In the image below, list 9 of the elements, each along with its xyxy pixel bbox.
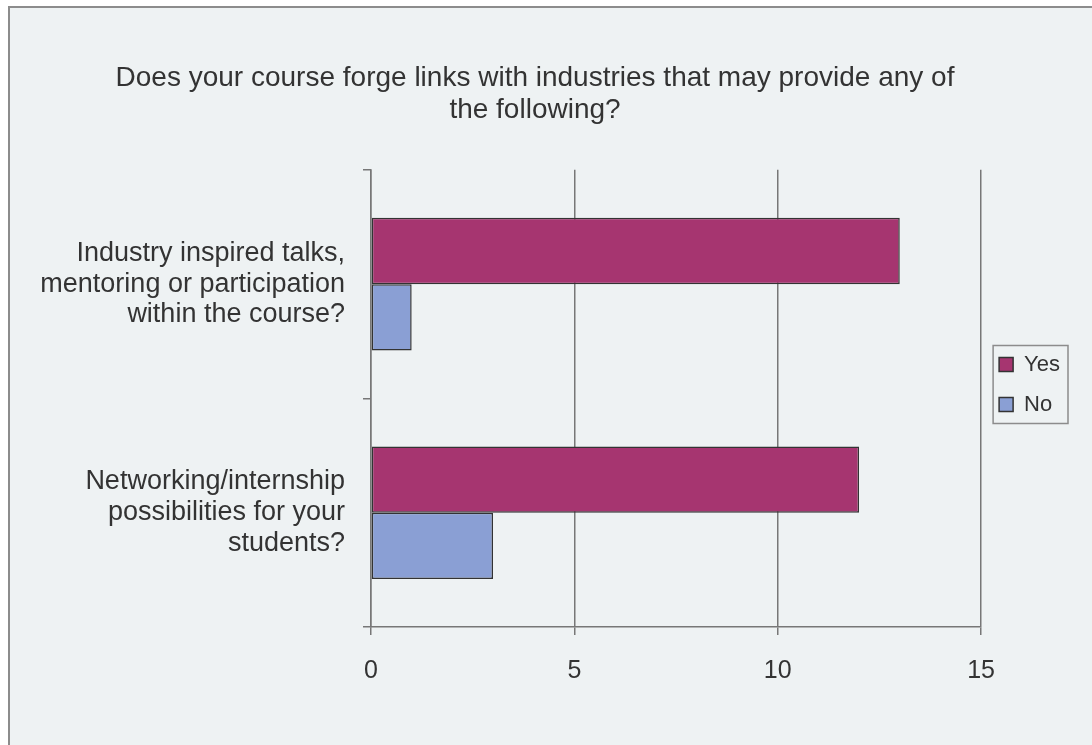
legend-label: Yes — [1024, 350, 1060, 376]
x-tick-label: 5 — [567, 654, 582, 683]
y-tick-label: Industry inspired talks, mentoring or participation within the course? — [40, 236, 345, 329]
x-tick-label: 0 — [364, 654, 378, 683]
legend-label: No — [1024, 390, 1053, 416]
y-tick-label: Networking/internship possibilities for your students? — [85, 465, 346, 557]
x-tick-label: 15 — [967, 654, 996, 683]
chart-title: Does your course forge links with industries that may provide any of the following? — [115, 60, 955, 124]
x-tick-label: 10 — [763, 654, 792, 683]
